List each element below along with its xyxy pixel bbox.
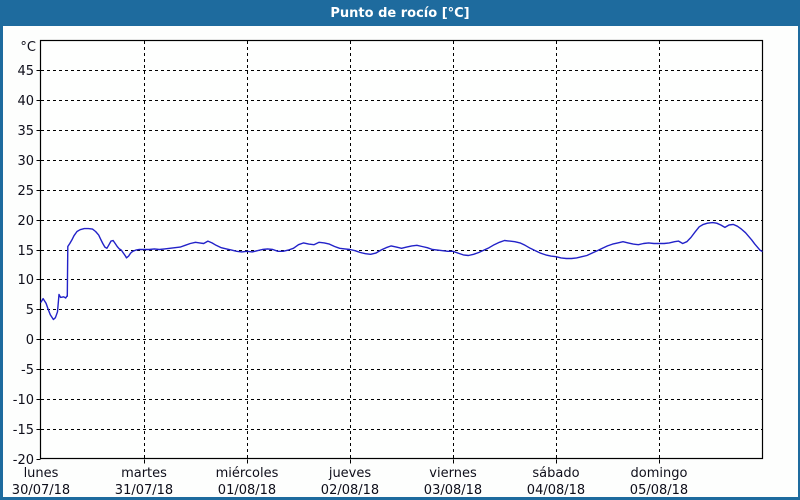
x-day-label: jueves — [328, 466, 372, 481]
x-date-label: 02/08/18 — [321, 483, 379, 498]
x-day-label: viernes — [429, 466, 477, 481]
y-tick-label: -5 — [21, 363, 34, 378]
x-day-label: martes — [121, 466, 167, 481]
y-tick-label: 30 — [17, 154, 34, 169]
plot-frame — [39, 39, 764, 460]
y-tick-label: 25 — [17, 184, 34, 199]
y-tick-label: -15 — [13, 423, 34, 438]
x-day-label: domingo — [631, 466, 688, 481]
chart-title: Punto de rocío [°C] — [330, 5, 470, 21]
y-tick-label: -10 — [13, 393, 34, 408]
y-tick-label: 45 — [17, 64, 34, 79]
x-date-label: 05/08/18 — [630, 483, 688, 498]
y-tick-label: -20 — [13, 453, 34, 468]
x-day-label: lunes — [24, 466, 59, 481]
y-axis-unit-label: °C — [20, 40, 36, 55]
y-tick-label: 35 — [17, 124, 34, 139]
chart-title-bar: Punto de rocío [°C] — [0, 0, 800, 26]
y-tick-label: 5 — [26, 303, 34, 318]
x-day-label: sábado — [532, 466, 579, 481]
x-day-label: miércoles — [216, 466, 279, 481]
x-date-label: 31/07/18 — [115, 483, 173, 498]
x-date-label: 03/08/18 — [424, 483, 482, 498]
y-tick-label: 15 — [17, 244, 34, 259]
y-tick-label: 20 — [17, 214, 34, 229]
x-date-label: 04/08/18 — [527, 483, 585, 498]
dew-point-line — [40, 221, 763, 321]
y-tick-label: 0 — [26, 333, 34, 348]
y-tick-label: 40 — [17, 94, 34, 109]
y-tick-label: 10 — [17, 273, 34, 288]
x-date-label: 01/08/18 — [218, 483, 276, 498]
x-date-label: 30/07/18 — [12, 483, 70, 498]
